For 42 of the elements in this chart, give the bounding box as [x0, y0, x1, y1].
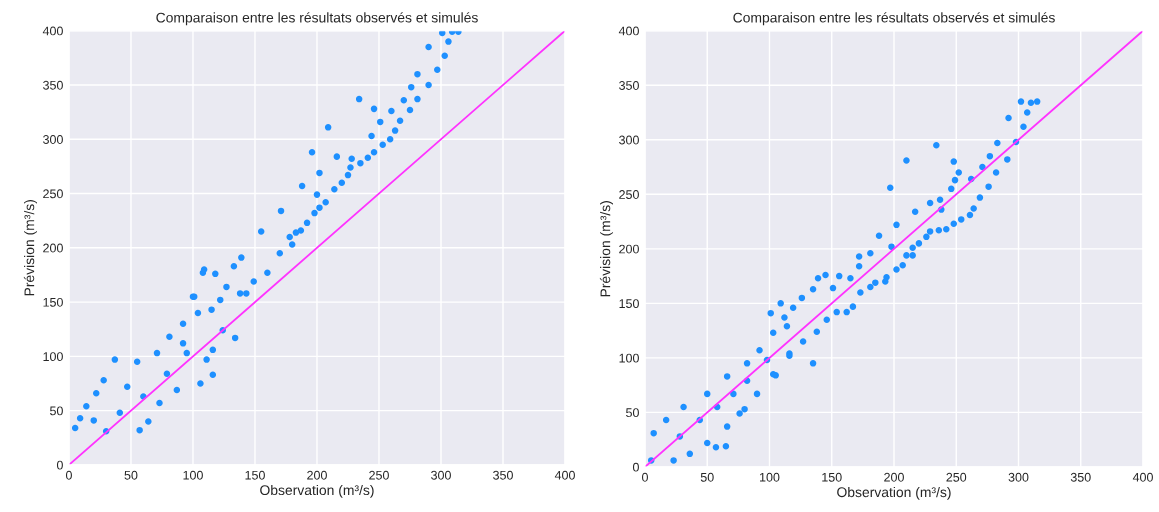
x-tick-label: 250	[946, 472, 967, 482]
x-tick-label: 200	[884, 472, 904, 482]
x-tick-label: 400	[1132, 472, 1153, 482]
y-axis-title: Prévision (m³/s)	[599, 201, 614, 297]
x-tick-label: 350	[493, 470, 513, 480]
y-tick-label: 250	[43, 189, 63, 199]
x-tick-label: 350	[1070, 472, 1091, 482]
x-tick-label: 100	[760, 472, 780, 482]
x-tick-label: 50	[700, 472, 714, 482]
y-tick-label: 50	[626, 408, 639, 418]
x-tick-label: 300	[1008, 472, 1029, 482]
y-tick-label: 200	[619, 244, 639, 254]
x-tick-label: 0	[65, 470, 72, 480]
y-tick-label: 250	[619, 190, 639, 199]
y-tick-label: 50	[50, 406, 63, 416]
y-tick-label: 300	[43, 135, 63, 144]
x-axis-title: Observation (m³/s)	[260, 484, 374, 498]
y-tick-label: 0	[632, 462, 639, 472]
x-tick-label: 250	[369, 470, 389, 480]
y-tick-label: 0	[56, 460, 63, 470]
y-axis-title: Prévision (m³/s)	[23, 200, 37, 296]
x-axis-title: Observation (m³/s)	[837, 486, 951, 500]
y-tick-label: 100	[43, 352, 63, 361]
y-tick-label: 400	[618, 26, 639, 36]
x-tick-label: 150	[245, 470, 265, 480]
x-tick-label: 400	[554, 470, 575, 480]
y-tick-label: 150	[43, 297, 63, 307]
x-tick-label: 50	[124, 470, 138, 480]
y-tick-label: 400	[42, 26, 63, 36]
y-tick-label: 150	[619, 299, 639, 309]
x-tick-label: 100	[183, 470, 203, 480]
chart-title: Comparaison entre les résultats observés et simulés	[733, 12, 1055, 26]
y-tick-label: 300	[619, 135, 639, 145]
x-tick-label: 0	[642, 472, 648, 482]
y-tick-label: 350	[43, 80, 63, 90]
chart-title: Comparaison entre les résultats observés et simulés	[156, 12, 478, 26]
x-tick-label: 200	[307, 470, 327, 480]
y-tick-label: 350	[619, 81, 639, 90]
y-tick-label: 100	[619, 353, 639, 363]
y-tick-label: 200	[43, 243, 63, 253]
x-tick-label: 300	[431, 470, 451, 480]
x-tick-label: 150	[822, 472, 842, 482]
